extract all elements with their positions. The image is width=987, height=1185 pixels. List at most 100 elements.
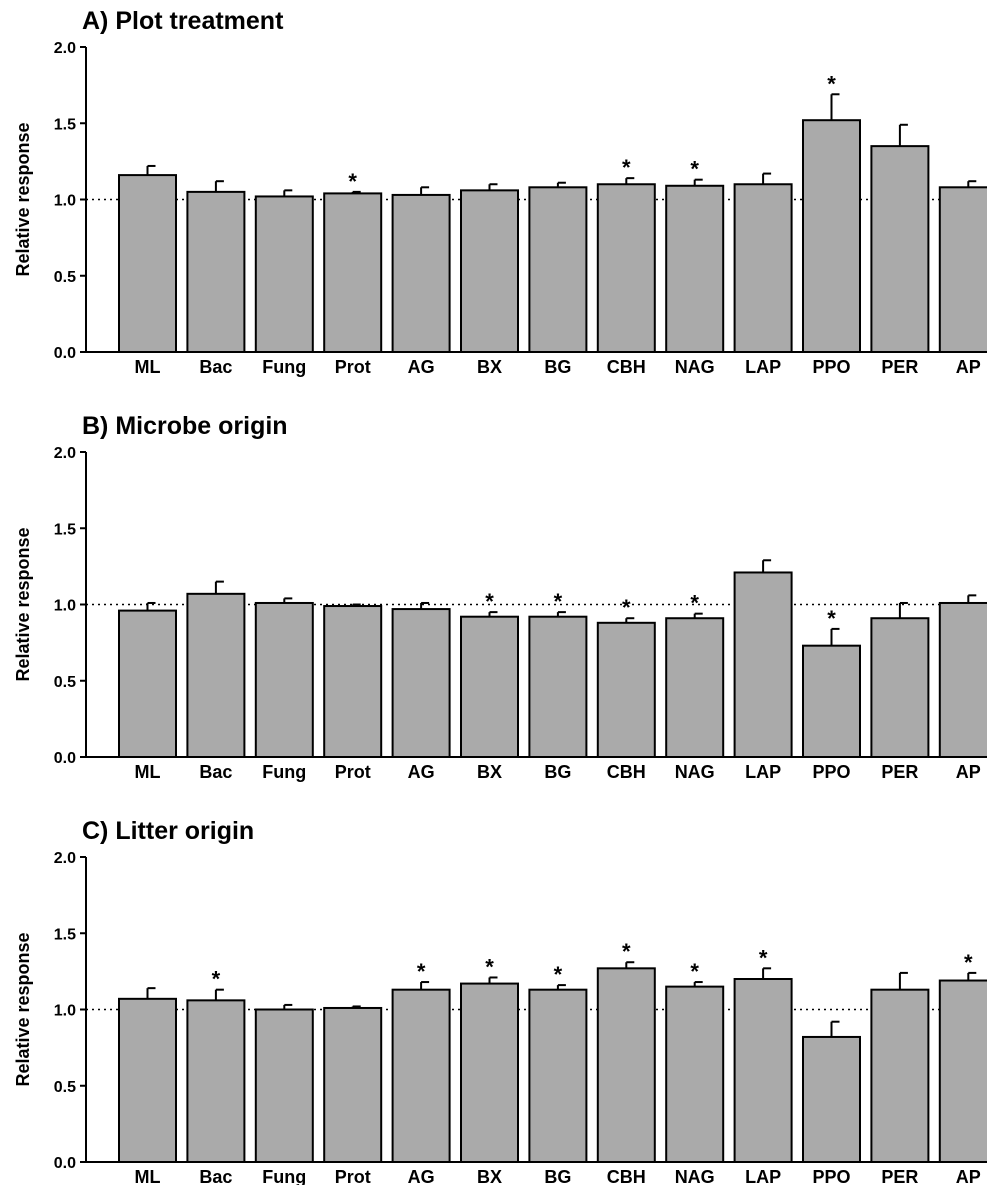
- x-tick-label: Fung: [262, 1167, 306, 1185]
- y-tick-label: 0.5: [54, 1079, 76, 1096]
- x-tick-label: Fung: [262, 762, 306, 782]
- x-tick-label: LAP: [745, 1167, 781, 1185]
- significance-marker: *: [690, 591, 699, 616]
- x-tick-label: Prot: [335, 762, 371, 782]
- x-tick-label: PER: [881, 357, 918, 377]
- x-tick-label: ML: [135, 357, 161, 377]
- bar-prot: [323, 192, 383, 353]
- bar-bx: [460, 189, 519, 353]
- y-tick-label: 1.5: [54, 926, 76, 943]
- significance-marker: *: [690, 157, 699, 182]
- x-tick-label: AG: [408, 357, 435, 377]
- x-tick-label: CBH: [607, 1167, 646, 1185]
- significance-marker: *: [554, 589, 563, 614]
- x-tick-label: AG: [408, 762, 435, 782]
- bar-ap: [938, 601, 987, 758]
- bar-nag: [665, 985, 725, 1163]
- y-tick-label: 0.0: [54, 750, 76, 767]
- y-tick-label: 0.5: [54, 269, 76, 286]
- bar-ap: [938, 186, 987, 353]
- bar-cbh: [596, 183, 656, 353]
- y-tick-label: 1.5: [54, 116, 76, 133]
- x-tick-label: NAG: [675, 762, 715, 782]
- bar-fung: [254, 601, 314, 758]
- x-tick-label: PER: [881, 762, 918, 782]
- significance-marker: *: [485, 954, 494, 979]
- x-tick-label: NAG: [675, 357, 715, 377]
- chart-panel-3: C) Litter origin Relative response ML * Bac F…: [13, 817, 987, 1185]
- bar-lap: [733, 183, 793, 353]
- bar-lap: [733, 571, 793, 758]
- bar-cbh: [596, 967, 656, 1164]
- y-tick-label: 1.0: [54, 193, 76, 210]
- bar-bx: [460, 615, 519, 759]
- x-tick-label: CBH: [607, 357, 646, 377]
- y-tick-label: 0.0: [54, 1155, 76, 1172]
- x-tick-label: BG: [544, 1167, 571, 1185]
- x-tick-label: BX: [477, 357, 502, 377]
- significance-marker: *: [690, 959, 699, 984]
- y-axis-label: Relative response: [13, 527, 33, 681]
- x-tick-label: Bac: [199, 762, 232, 782]
- panel-title: B) Microbe origin: [82, 412, 288, 440]
- bar-ml: [118, 997, 177, 1164]
- x-tick-label: LAP: [745, 357, 781, 377]
- x-tick-label: BX: [477, 762, 502, 782]
- y-tick-label: 0.5: [54, 674, 76, 691]
- x-tick-label: AP: [956, 357, 981, 377]
- chart-panel-1: A) Plot treatment Relative response ML Bac F…: [13, 7, 987, 377]
- y-tick-label: 1.0: [54, 1003, 76, 1020]
- bar-ppo: [802, 644, 861, 758]
- bar-ag: [391, 988, 451, 1163]
- y-tick-label: 1.0: [54, 598, 76, 615]
- x-tick-label: AP: [956, 1167, 981, 1185]
- significance-marker: *: [348, 169, 357, 194]
- x-tick-label: AP: [956, 762, 981, 782]
- bar-bg: [528, 615, 588, 759]
- x-tick-label: LAP: [745, 762, 781, 782]
- chart-panel-2: B) Microbe origin Relative response ML Bac F…: [13, 412, 987, 782]
- significance-marker: *: [622, 155, 631, 180]
- bar-nag: [665, 184, 725, 353]
- significance-marker: *: [485, 589, 494, 614]
- bar-ap: [938, 979, 987, 1164]
- bar-fung: [254, 195, 314, 353]
- significance-marker: *: [759, 945, 768, 970]
- bar-bac: [186, 999, 246, 1163]
- bar-bac: [186, 592, 246, 759]
- y-tick-label: 2.0: [54, 850, 76, 867]
- y-axis-label: Relative response: [13, 932, 33, 1086]
- x-tick-label: PPO: [812, 357, 850, 377]
- bar-bg: [528, 988, 588, 1163]
- bar-nag: [665, 617, 725, 758]
- bar-lap: [733, 978, 793, 1163]
- bar-ppo: [802, 119, 861, 353]
- significance-marker: *: [622, 595, 631, 620]
- y-tick-label: 2.0: [54, 40, 76, 57]
- significance-marker: *: [417, 959, 426, 984]
- x-tick-label: Bac: [199, 357, 232, 377]
- bar-prot: [323, 605, 383, 759]
- y-axis-label: Relative response: [13, 122, 33, 276]
- significance-marker: *: [964, 950, 973, 975]
- x-tick-label: Fung: [262, 357, 306, 377]
- bar-per: [870, 988, 930, 1163]
- bar-per: [870, 145, 930, 353]
- x-tick-label: PER: [881, 1167, 918, 1185]
- panel-title: C) Litter origin: [82, 817, 254, 845]
- x-tick-label: AG: [408, 1167, 435, 1185]
- x-tick-label: Prot: [335, 1167, 371, 1185]
- x-tick-label: NAG: [675, 1167, 715, 1185]
- y-tick-label: 0.0: [54, 345, 76, 362]
- bar-per: [870, 617, 930, 758]
- x-tick-label: BX: [477, 1167, 502, 1185]
- bar-prot: [323, 1006, 383, 1163]
- significance-marker: *: [827, 606, 836, 631]
- bar-fung: [254, 1008, 314, 1163]
- bar-ml: [118, 174, 177, 353]
- significance-marker: *: [622, 939, 631, 964]
- bar-bg: [528, 186, 588, 353]
- significance-marker: *: [212, 967, 221, 992]
- x-tick-label: ML: [135, 1167, 161, 1185]
